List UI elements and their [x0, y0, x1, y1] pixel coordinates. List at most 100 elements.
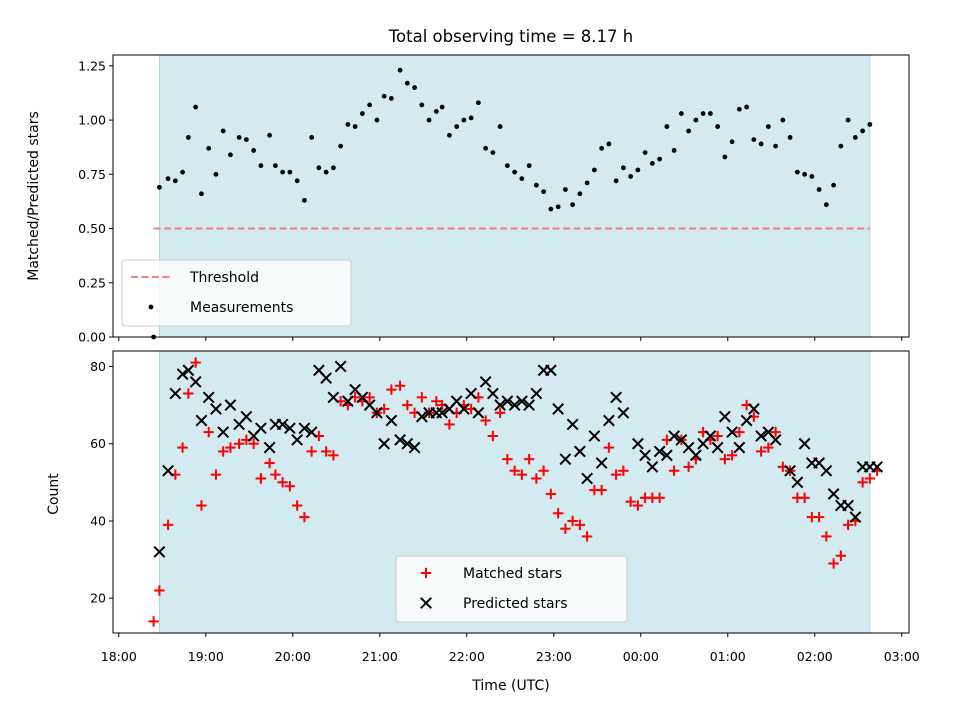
matched-star-point — [364, 392, 375, 403]
y-tick-label: 0.75 — [78, 167, 106, 182]
measurement-point — [635, 167, 641, 173]
cross-b — [210, 403, 222, 415]
predicted-star-point — [202, 391, 215, 404]
measurement-point — [628, 174, 634, 179]
predicted-star-point — [653, 445, 666, 458]
cross-b — [298, 422, 311, 435]
x-tick-label: 19:00 — [188, 649, 224, 664]
cross-b — [472, 406, 485, 419]
matched-star-point — [487, 430, 499, 442]
measurement-point — [802, 171, 808, 177]
predicted-star-point — [530, 387, 543, 400]
cross-b — [312, 364, 325, 377]
matched-star-point — [196, 500, 207, 511]
predicted-star-point — [254, 422, 267, 435]
cross-b — [240, 410, 253, 423]
bottom-y-axis-label: Count — [46, 473, 62, 515]
matched-star-point — [545, 488, 557, 500]
matched-star-point — [755, 446, 767, 457]
legend-matched-label: Matched stars — [463, 566, 562, 582]
measurement-point — [599, 145, 605, 151]
measurement-point — [613, 178, 619, 184]
predicted-star-point — [334, 360, 347, 373]
matched-star-point — [270, 469, 281, 480]
measurement-point — [220, 128, 226, 134]
measurement-point — [657, 156, 663, 162]
predicted-star-point — [573, 445, 586, 458]
predicted-star-point — [769, 433, 782, 446]
predicted-star-point — [305, 426, 318, 439]
measurement-point — [533, 182, 539, 188]
measurement-point — [686, 128, 692, 134]
measurement-point — [562, 187, 568, 192]
measurement-point — [352, 124, 358, 129]
cross-b — [588, 430, 601, 442]
cross-b — [704, 430, 717, 442]
matched-star-point — [857, 477, 868, 488]
measurement-point — [243, 137, 249, 143]
predicted-star-point — [798, 437, 811, 450]
cross-b — [224, 399, 237, 411]
matched-star-point — [516, 469, 528, 480]
matched-star-point — [255, 473, 267, 484]
matched-star-point — [668, 465, 680, 476]
measurement-point — [367, 102, 373, 108]
cross-b — [726, 426, 739, 439]
measurement-point — [454, 124, 460, 129]
measurement-point — [338, 143, 344, 149]
cross-b — [385, 414, 398, 427]
predicted-star-point — [588, 430, 601, 442]
measurement-point — [512, 169, 518, 175]
cross-b — [254, 422, 267, 435]
matched-star-point — [502, 453, 513, 465]
matched-star-point — [306, 446, 317, 457]
matched-star-point — [618, 465, 629, 476]
cross-b — [501, 395, 514, 408]
matched-star-point — [799, 492, 810, 503]
predicted-star-point — [827, 488, 840, 500]
measurement-point — [439, 104, 445, 110]
predicted-star-point — [602, 414, 615, 427]
measurement-point — [548, 206, 554, 212]
predicted-star-point — [415, 410, 428, 423]
measurement-point — [751, 137, 757, 143]
top-legend: Threshold Measurements — [121, 259, 352, 327]
matched-star-point — [444, 419, 455, 430]
predicted-star-point — [408, 441, 421, 454]
cross-b — [798, 437, 811, 450]
axes-frame — [112, 350, 910, 634]
measurement-point — [172, 178, 178, 184]
predicted-star-point — [784, 464, 797, 477]
cross-b — [668, 430, 681, 442]
predicted-star-point — [327, 391, 340, 404]
measurement-point — [228, 152, 233, 158]
legend-threshold-label: Threshold — [189, 270, 259, 286]
matched-star-point — [494, 407, 506, 419]
cross-b — [189, 375, 202, 388]
predicted-star-point — [559, 453, 572, 466]
measurement-point — [787, 135, 793, 140]
predicted-star-point — [842, 499, 855, 512]
measurement-point — [258, 163, 264, 169]
measurement-point — [185, 135, 191, 140]
predicted-star-point — [726, 426, 739, 439]
predicted-star-point — [610, 391, 623, 404]
cross-b — [195, 414, 208, 427]
cross-b — [581, 472, 594, 485]
cross-b — [573, 445, 586, 458]
cross-b — [508, 399, 521, 411]
predicted-star-point — [320, 372, 333, 384]
cross-b — [515, 395, 528, 408]
cross-b — [486, 387, 499, 400]
matched-star-point — [763, 442, 774, 453]
predicted-star-point — [276, 418, 289, 431]
predicted-star-point — [240, 410, 253, 423]
matched-star-point — [683, 461, 694, 473]
matched-star-point — [610, 469, 622, 480]
cross-b — [631, 437, 644, 450]
cross-b — [415, 410, 428, 423]
cross-b — [327, 391, 340, 404]
matched-star-point — [277, 477, 288, 488]
cross-b — [153, 545, 166, 558]
cross-b — [494, 399, 507, 411]
